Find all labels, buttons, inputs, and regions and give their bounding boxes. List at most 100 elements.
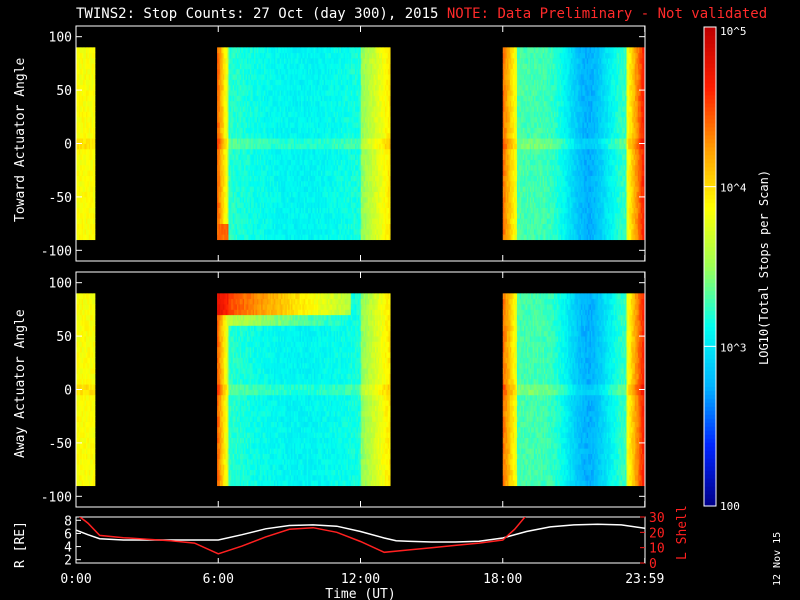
heatmap-cell	[299, 68, 302, 75]
heatmap-cell	[292, 228, 295, 235]
heatmap-cell	[219, 52, 222, 59]
heatmap-cell	[246, 202, 249, 208]
heatmap-cell	[234, 191, 236, 198]
heatmap-cell	[84, 154, 87, 160]
heatmap-cell	[282, 68, 285, 75]
heatmap-cell	[285, 127, 288, 134]
heatmap-cell	[278, 143, 281, 150]
heatmap-cell	[249, 186, 252, 192]
heatmap-cell	[271, 180, 273, 187]
heatmap-cell	[222, 159, 225, 166]
heatmap-cell	[251, 159, 254, 166]
heatmap-cell	[272, 191, 275, 198]
heatmap-cell	[288, 127, 291, 134]
heatmap-cell	[273, 196, 276, 203]
heatmap-cell	[217, 84, 219, 91]
heatmap-cell	[271, 63, 273, 70]
heatmap-cell	[242, 191, 245, 198]
heatmap-cell	[235, 154, 238, 160]
heatmap-cell	[225, 170, 228, 176]
heatmap-cell	[225, 202, 228, 208]
heatmap-cell	[278, 191, 281, 198]
heatmap-cell	[238, 234, 241, 241]
heatmap-cell	[265, 58, 268, 64]
heatmap-cell	[239, 58, 242, 64]
heatmap-cell	[256, 207, 259, 214]
heatmap-cell	[234, 58, 236, 64]
heatmap-cell	[87, 207, 90, 214]
heatmap-cell	[224, 132, 226, 139]
heatmap-cell	[265, 223, 268, 230]
heatmap-cell	[231, 218, 234, 225]
heatmap-cell	[288, 116, 291, 123]
heatmap-cell	[225, 228, 228, 235]
heatmap-cell	[288, 170, 291, 176]
heatmap-cell	[83, 212, 85, 219]
heatmap-cell	[76, 170, 78, 176]
heatmap-cell	[306, 228, 309, 235]
heatmap-cell	[252, 191, 255, 198]
heatmap-cell	[283, 228, 286, 235]
heatmap-cell	[300, 132, 303, 139]
heatmap-cell	[80, 58, 83, 64]
heatmap-cell	[221, 234, 224, 241]
heatmap-cell	[245, 68, 248, 75]
heatmap-cell	[286, 159, 289, 166]
heatmap-cell	[285, 223, 288, 230]
heatmap-cell	[232, 234, 235, 241]
heatmap-cell	[296, 132, 299, 139]
heatmap-cell	[244, 95, 246, 102]
heatmap-cell	[276, 58, 279, 64]
heatmap-cell	[238, 228, 241, 235]
heatmap-cell	[236, 180, 239, 187]
heatmap-cell	[83, 202, 85, 208]
heatmap-cell	[87, 90, 90, 96]
heatmap-cell	[292, 132, 295, 139]
heatmap-cell	[234, 202, 236, 208]
heatmap-cell	[248, 52, 251, 59]
heatmap-cell	[259, 180, 262, 187]
heatmap-cell	[389, 228, 391, 235]
heatmap-cell	[289, 74, 292, 80]
heatmap-cell	[248, 79, 251, 86]
heatmap-cell	[272, 68, 275, 75]
heatmap-cell	[389, 52, 391, 59]
heatmap-cell	[248, 202, 251, 208]
heatmap-cell	[238, 175, 241, 182]
heatmap-cell	[224, 191, 226, 198]
heatmap-cell	[259, 143, 262, 150]
heatmap-cell	[276, 154, 279, 160]
heatmap-cell	[291, 95, 293, 102]
heatmap-cell	[299, 223, 302, 230]
heatmap-cell	[227, 122, 229, 128]
heatmap-cell	[231, 191, 234, 198]
heatmap-cell	[219, 47, 222, 54]
heatmap-cell	[282, 196, 285, 203]
heatmap-cell	[293, 154, 296, 160]
heatmap-cell	[275, 164, 278, 171]
heatmap-cell	[286, 212, 289, 219]
heatmap-cell	[281, 202, 283, 208]
heatmap-cell	[222, 228, 225, 235]
heatmap-cell	[269, 207, 272, 214]
heatmap-cell	[77, 164, 80, 171]
heatmap-cell	[273, 90, 276, 96]
heatmap-cell	[282, 127, 285, 134]
heatmap-cell	[221, 218, 224, 225]
heatmap-cell	[235, 228, 238, 235]
heatmap-cell	[218, 159, 221, 166]
heatmap-cell	[83, 63, 85, 70]
heatmap-cell	[262, 116, 265, 123]
heatmap-cell	[389, 79, 391, 86]
heatmap-cell	[234, 218, 236, 225]
heatmap-cell	[285, 196, 288, 203]
heatmap-cell	[76, 159, 78, 166]
heatmap-cell	[389, 68, 391, 75]
heatmap-cell	[306, 154, 309, 160]
heatmap-cell	[224, 90, 226, 96]
heatmap-cell	[219, 164, 222, 171]
heatmap-cell	[279, 116, 282, 123]
heatmap-cell	[286, 122, 289, 128]
heatmap-cell	[300, 191, 303, 198]
heatmap-cell	[244, 164, 246, 171]
